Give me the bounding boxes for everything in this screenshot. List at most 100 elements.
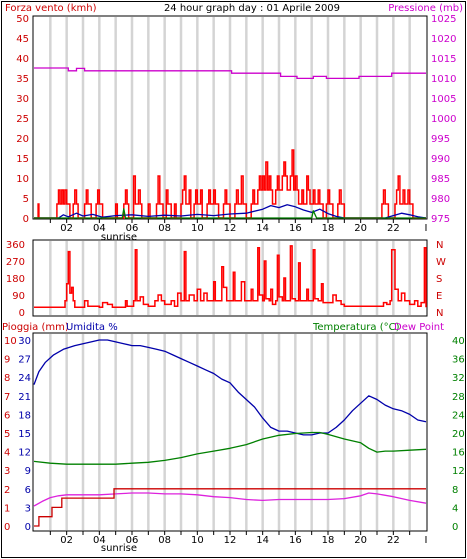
end-tick-label: I bbox=[425, 535, 428, 546]
hour-tick-label: 06 bbox=[126, 223, 139, 234]
rain-humidity-temperature-panel: 0123456789100369121518212427300481216202… bbox=[4, 332, 465, 554]
hour-tick-label: 12 bbox=[224, 223, 237, 234]
rain-tick-label: 4 bbox=[4, 448, 10, 459]
hour-tick-label: 02 bbox=[60, 223, 73, 234]
direction-tick-label: 180 bbox=[6, 274, 25, 285]
direction-tick-label: 0 bbox=[19, 308, 25, 319]
temperature-tick-label: 0 bbox=[452, 522, 458, 533]
pressure-axis-title: Pressione (mb) bbox=[388, 3, 463, 14]
rain-line bbox=[34, 488, 426, 527]
hour-tick-label: 18 bbox=[322, 535, 335, 546]
temperature-tick-label: 28 bbox=[452, 392, 465, 403]
temperature-tick-label: 16 bbox=[452, 448, 465, 459]
rain-tick-label: 0 bbox=[4, 522, 10, 533]
humidity-tick-label: 18 bbox=[18, 410, 31, 421]
hour-tick-label: 16 bbox=[289, 535, 302, 546]
pressure-tick-label: 1000 bbox=[431, 114, 456, 125]
hour-tick-label: 16 bbox=[289, 223, 302, 234]
wind-tick-label: 35 bbox=[16, 74, 29, 85]
hour-tick-label: 10 bbox=[191, 223, 204, 234]
wind-tick-label: 15 bbox=[16, 154, 29, 165]
wind-tick-label: 30 bbox=[16, 94, 29, 105]
hour-tick-label: 20 bbox=[354, 535, 367, 546]
humidity-tick-label: 0 bbox=[25, 522, 31, 533]
hour-tick-label: 12 bbox=[224, 535, 237, 546]
wind-tick-label: 25 bbox=[16, 114, 29, 125]
rain-tick-label: 10 bbox=[4, 336, 17, 347]
direction-tick-label: 90 bbox=[12, 291, 25, 302]
pressure-tick-label: 1005 bbox=[431, 94, 456, 105]
hour-tick-label: 04 bbox=[93, 223, 106, 234]
compass-tick-label: W bbox=[436, 257, 446, 268]
rain-tick-label: 5 bbox=[4, 429, 10, 440]
wind-tick-label: 10 bbox=[16, 174, 29, 185]
wind-tick-label: 40 bbox=[16, 54, 29, 65]
rain-tick-label: 6 bbox=[4, 410, 10, 421]
sunrise-label: sunrise bbox=[101, 232, 137, 243]
pressure-tick-label: 995 bbox=[431, 134, 450, 145]
rain-tick-label: 8 bbox=[4, 373, 10, 384]
hour-tick-label: 22 bbox=[387, 535, 400, 546]
hour-tick-label: 10 bbox=[191, 535, 204, 546]
hour-tick-label: 14 bbox=[256, 223, 269, 234]
hour-tick-label: 04 bbox=[93, 535, 106, 546]
temperature-tick-label: 24 bbox=[452, 410, 465, 421]
humidity-tick-label: 15 bbox=[18, 429, 31, 440]
pressure-line bbox=[34, 67, 426, 80]
humidity-tick-label: 3 bbox=[25, 503, 31, 514]
pressure-tick-label: 990 bbox=[431, 154, 450, 165]
rain-tick-label: 2 bbox=[4, 485, 10, 496]
humidity-tick-label: 24 bbox=[18, 373, 31, 384]
wind-tick-label: 20 bbox=[16, 134, 29, 145]
temperature-tick-label: 8 bbox=[452, 485, 458, 496]
wind-axis-title: Forza vento (kmh) bbox=[5, 3, 97, 14]
hour-tick-label: 08 bbox=[158, 223, 171, 234]
wind-direction-line bbox=[34, 245, 427, 309]
dewpoint-legend: Dew Point bbox=[394, 322, 444, 333]
rain-legend: Pioggia (mm) bbox=[2, 322, 69, 333]
graph-day-title: 24 hour graph day : 01 Aprile 2009 bbox=[164, 3, 340, 14]
hour-tick-label: 08 bbox=[158, 535, 171, 546]
humidity-legend: Umidita % bbox=[66, 322, 118, 333]
pressure-tick-label: 1015 bbox=[431, 54, 456, 65]
wind-tick-label: 50 bbox=[16, 14, 29, 25]
hour-tick-label: 02 bbox=[60, 535, 73, 546]
humidity-tick-label: 30 bbox=[18, 336, 31, 347]
temperature-tick-label: 12 bbox=[452, 466, 465, 477]
rain-tick-label: 9 bbox=[4, 355, 10, 366]
humidity-tick-label: 9 bbox=[25, 466, 31, 477]
rain-tick-label: 1 bbox=[4, 503, 10, 514]
temperature-tick-label: 20 bbox=[452, 429, 465, 440]
humidity-tick-label: 6 bbox=[25, 485, 31, 496]
wind-tick-label: 0 bbox=[23, 214, 29, 225]
temperature-tick-label: 32 bbox=[452, 373, 465, 384]
temperature-trace-line bbox=[34, 208, 426, 219]
temperature-legend: Temperatura (°C) bbox=[312, 322, 400, 333]
rain-tick-label: 3 bbox=[4, 466, 10, 477]
humidity-tick-label: 12 bbox=[18, 448, 31, 459]
wind-tick-label: 5 bbox=[23, 194, 29, 205]
pressure-tick-label: 1020 bbox=[431, 34, 456, 45]
hour-tick-label: 18 bbox=[322, 223, 335, 234]
compass-tick-label: N bbox=[436, 240, 443, 251]
pressure-tick-label: 985 bbox=[431, 174, 450, 185]
compass-tick-label: S bbox=[436, 274, 442, 285]
hour-tick-label: 22 bbox=[387, 223, 400, 234]
wind-tick-label: 45 bbox=[16, 34, 29, 45]
pressure-tick-label: 980 bbox=[431, 194, 450, 205]
humidity-tick-label: 27 bbox=[18, 355, 31, 366]
hour-tick-label: 20 bbox=[354, 223, 367, 234]
humidity-tick-label: 21 bbox=[18, 392, 31, 403]
end-tick-label: I bbox=[425, 223, 428, 234]
pressure-tick-label: 975 bbox=[431, 214, 450, 225]
hour-tick-label: 06 bbox=[126, 535, 139, 546]
dewpoint-line bbox=[33, 492, 427, 507]
sunrise-label: sunrise bbox=[101, 543, 137, 554]
temperature-tick-label: 4 bbox=[452, 503, 458, 514]
humidity-line bbox=[33, 339, 427, 436]
temperature-line bbox=[33, 431, 427, 465]
temperature-tick-label: 40 bbox=[452, 336, 465, 347]
